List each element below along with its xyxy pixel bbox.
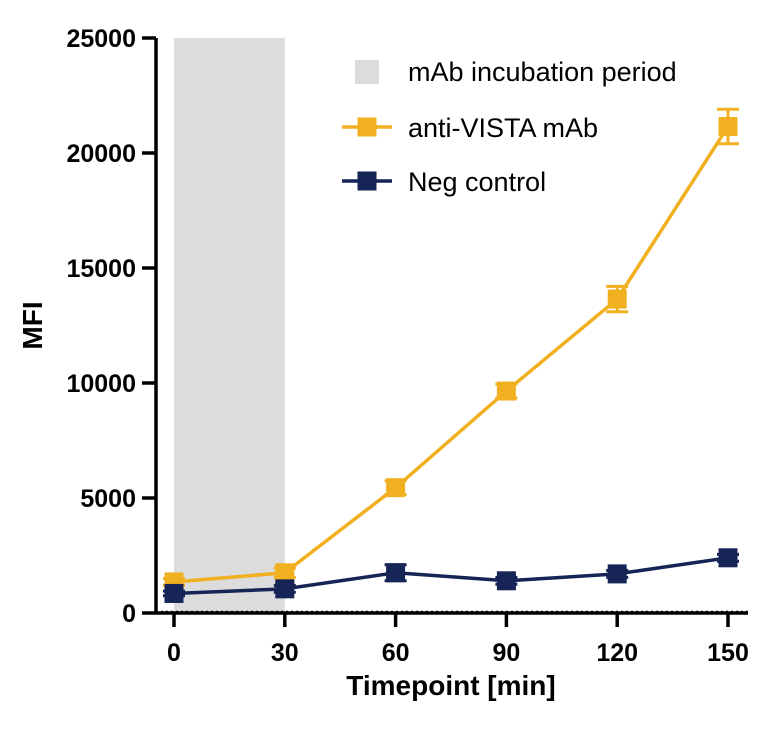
legend-marker <box>357 117 377 137</box>
series-0 <box>163 107 739 592</box>
axes: 0 5000 10000 15000 20000 25000 0 30 60 90 120 150 <box>66 25 748 667</box>
x-tick-label: 60 <box>382 639 410 667</box>
y-tick-label: 25000 <box>66 25 136 53</box>
x-tick-label: 90 <box>492 639 520 667</box>
x-tick-label: 150 <box>707 639 749 667</box>
x-axis-title: Timepoint [min] <box>346 670 555 701</box>
data-point <box>164 583 184 603</box>
series-line <box>173 556 729 596</box>
legend-marker <box>357 171 377 191</box>
data-point <box>275 563 295 583</box>
data-point <box>496 571 516 591</box>
legend: mAb incubation period anti-VISTA mAb Neg … <box>342 57 677 197</box>
series-layer <box>163 107 739 603</box>
y-tick-label: 15000 <box>66 255 136 283</box>
series-line <box>173 125 730 584</box>
y-axis-title: MFI <box>17 301 48 349</box>
data-point <box>386 478 406 498</box>
data-point <box>718 117 738 137</box>
legend-label: Neg control <box>408 167 546 197</box>
data-point <box>386 563 406 583</box>
data-point <box>607 289 627 309</box>
data-point <box>496 381 516 401</box>
x-tick-label: 0 <box>167 639 181 667</box>
y-tick-label: 20000 <box>66 140 136 168</box>
legend-shade-swatch <box>355 60 379 84</box>
y-tick-label: 10000 <box>66 370 136 398</box>
legend-label-shade: mAb incubation period <box>408 57 677 87</box>
data-point <box>607 564 627 584</box>
series-1 <box>163 548 739 603</box>
legend-label: anti-VISTA mAb <box>408 113 598 143</box>
shaded-region <box>174 38 285 613</box>
y-tick-label: 5000 <box>80 485 136 513</box>
data-point <box>275 579 295 599</box>
y-tick-label: 0 <box>122 600 136 628</box>
x-tick-label: 120 <box>596 639 638 667</box>
data-point <box>718 548 738 568</box>
x-tick-label: 30 <box>271 639 299 667</box>
